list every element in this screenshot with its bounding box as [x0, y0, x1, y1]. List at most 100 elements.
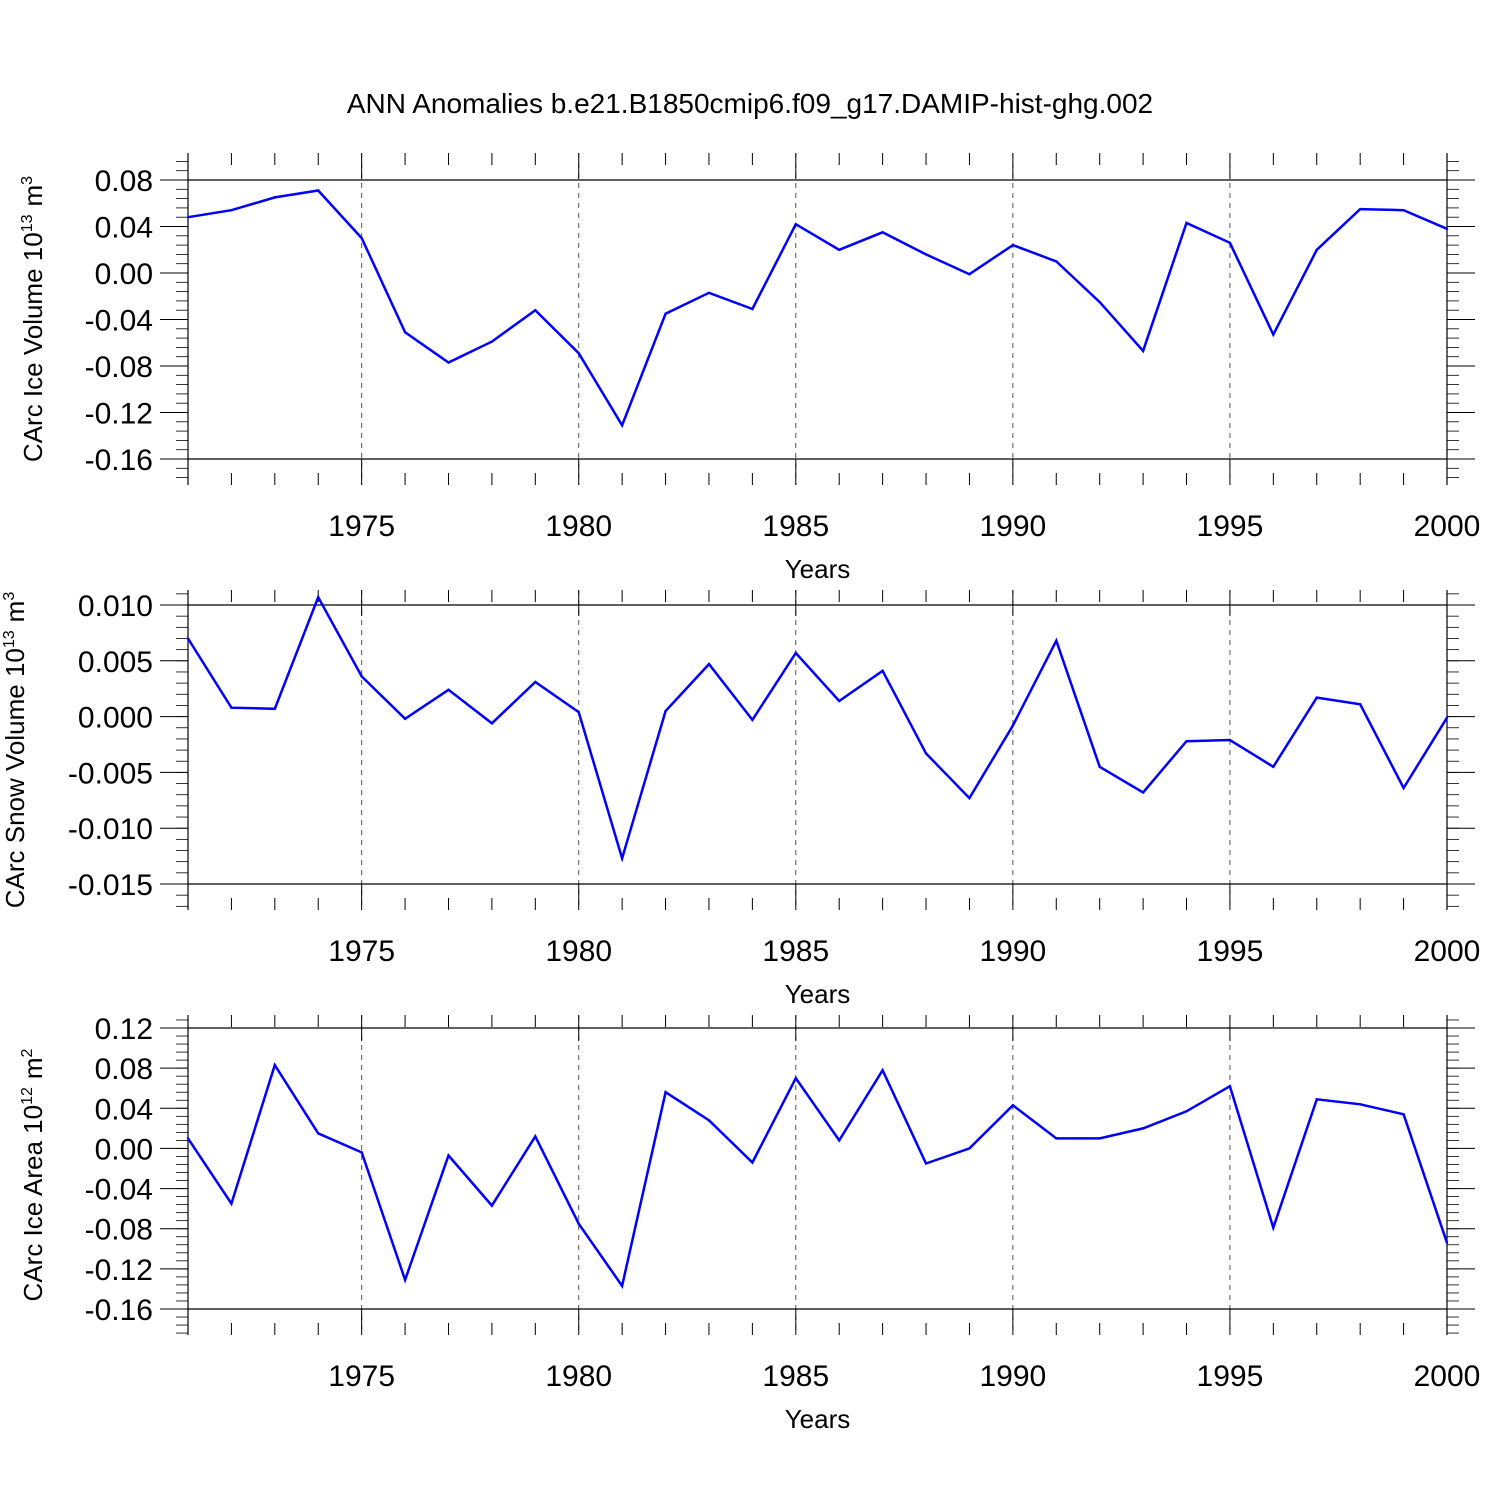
- data-point: [317, 595, 320, 599]
- data-point: [317, 189, 320, 192]
- data-point: [1315, 248, 1318, 251]
- data-point: [1272, 1226, 1275, 1229]
- data-point: [186, 637, 190, 640]
- data-series-line: [187, 189, 1448, 429]
- data-point: [447, 688, 450, 692]
- data-point: [620, 857, 624, 860]
- data-point: [1185, 1110, 1188, 1113]
- data-point: [1402, 1113, 1405, 1116]
- y-tick-label: -0.010: [68, 813, 153, 846]
- data-point: [1402, 786, 1405, 790]
- data-point: [230, 209, 233, 212]
- data-point: [360, 1151, 363, 1154]
- x-tick-label: 2000: [1414, 510, 1481, 543]
- x-tick-label: 1975: [328, 510, 395, 543]
- data-point: [838, 699, 841, 703]
- data-point: [924, 752, 928, 755]
- data-point: [1141, 791, 1145, 794]
- y-tick-label: -0.12: [85, 1254, 153, 1287]
- data-point: [881, 1068, 884, 1072]
- chart-panel-3: -0.16 -0.12 -0.08 -0.04 0.00 0.04 0.08 0.12 1975…: [18, 1013, 1480, 1434]
- y-tick-label: 0.005: [78, 646, 153, 679]
- y-tick-label: 0.12: [95, 1013, 153, 1046]
- data-point: [273, 196, 277, 199]
- data-point: [534, 1135, 537, 1138]
- data-point: [924, 1162, 928, 1165]
- data-point: [620, 1284, 624, 1288]
- data-point: [403, 331, 407, 334]
- data-point: [838, 1139, 841, 1142]
- x-tick-label: 1975: [328, 935, 395, 968]
- y-tick-label: 0.04: [95, 1093, 153, 1126]
- data-point: [1272, 765, 1275, 769]
- x-tick-label: 1990: [979, 1360, 1046, 1393]
- x-axis-label: Years: [785, 979, 851, 1009]
- data-point: [490, 722, 494, 725]
- data-point: [360, 675, 363, 678]
- y-tick-label: -0.08: [85, 1214, 153, 1247]
- data-point: [1011, 243, 1015, 247]
- data-point: [924, 253, 928, 256]
- y-tick-label: 0.010: [78, 590, 153, 623]
- data-point: [751, 1161, 754, 1164]
- x-tick-label: 1980: [545, 1360, 612, 1393]
- data-point: [968, 1147, 971, 1150]
- data-point: [881, 669, 884, 673]
- y-axis-label: CArc Ice Area 1012m2: [18, 1048, 48, 1301]
- data-point: [707, 291, 711, 294]
- data-point: [794, 222, 797, 226]
- data-point: [838, 248, 841, 251]
- data-point: [490, 1204, 494, 1207]
- data-point: [1445, 716, 1449, 719]
- x-tick-label: 1985: [762, 510, 829, 543]
- data-point: [317, 1132, 320, 1135]
- x-tick-label: 1975: [328, 1360, 395, 1393]
- data-point: [186, 1137, 190, 1140]
- x-tick-label: 1990: [979, 510, 1046, 543]
- data-point: [1141, 1127, 1145, 1130]
- data-point: [1445, 227, 1449, 231]
- x-tick-label: 1985: [762, 1360, 829, 1393]
- data-point: [447, 1154, 450, 1157]
- data-point: [1185, 739, 1188, 743]
- data-point: [1055, 1137, 1058, 1140]
- data-point: [1055, 260, 1058, 263]
- data-point: [1358, 703, 1362, 706]
- data-point: [1358, 1103, 1362, 1106]
- y-tick-label: 0.00: [95, 1133, 153, 1166]
- data-point: [1228, 738, 1232, 742]
- data-point: [1098, 1137, 1101, 1140]
- x-tick-label: 1980: [545, 935, 612, 968]
- data-point: [403, 717, 407, 721]
- data-point: [1098, 300, 1101, 304]
- y-tick-label: -0.04: [85, 1174, 153, 1207]
- chart-title: ANN Anomalies b.e21.B1850cmip6.f09_g17.D…: [346, 88, 1154, 119]
- data-point: [577, 1222, 580, 1225]
- data-point: [794, 1076, 797, 1080]
- data-point: [577, 352, 580, 355]
- data-point: [230, 706, 233, 709]
- data-point: [534, 309, 537, 312]
- data-point: [447, 361, 450, 364]
- x-tick-label: 1980: [545, 510, 612, 543]
- data-point: [273, 1063, 277, 1067]
- data-point: [968, 796, 971, 800]
- data-point: [707, 662, 711, 666]
- y-tick-label: 0.08: [95, 165, 153, 198]
- chart-panel-2: -0.015 -0.010 -0.005 0.000 0.005 0.010 1975 198…: [0, 590, 1480, 1009]
- y-tick-label: -0.16: [85, 444, 153, 477]
- y-tick-label: -0.12: [85, 398, 153, 431]
- data-series-line: [186, 1062, 1449, 1289]
- y-tick-label: -0.08: [85, 351, 153, 384]
- data-point: [1055, 639, 1058, 642]
- chart-panel-1: -0.16 -0.12 -0.08 -0.04 0.00 0.04 0.08 1975 1980…: [18, 153, 1480, 584]
- data-point: [577, 710, 580, 714]
- data-point: [534, 680, 537, 684]
- x-tick-label: 2000: [1414, 935, 1481, 968]
- x-tick-label: 1995: [1197, 510, 1264, 543]
- x-tick-label: 1985: [762, 935, 829, 968]
- y-tick-label: 0.00: [95, 258, 153, 291]
- data-point: [1011, 1104, 1015, 1107]
- x-tick-label: 1990: [979, 935, 1046, 968]
